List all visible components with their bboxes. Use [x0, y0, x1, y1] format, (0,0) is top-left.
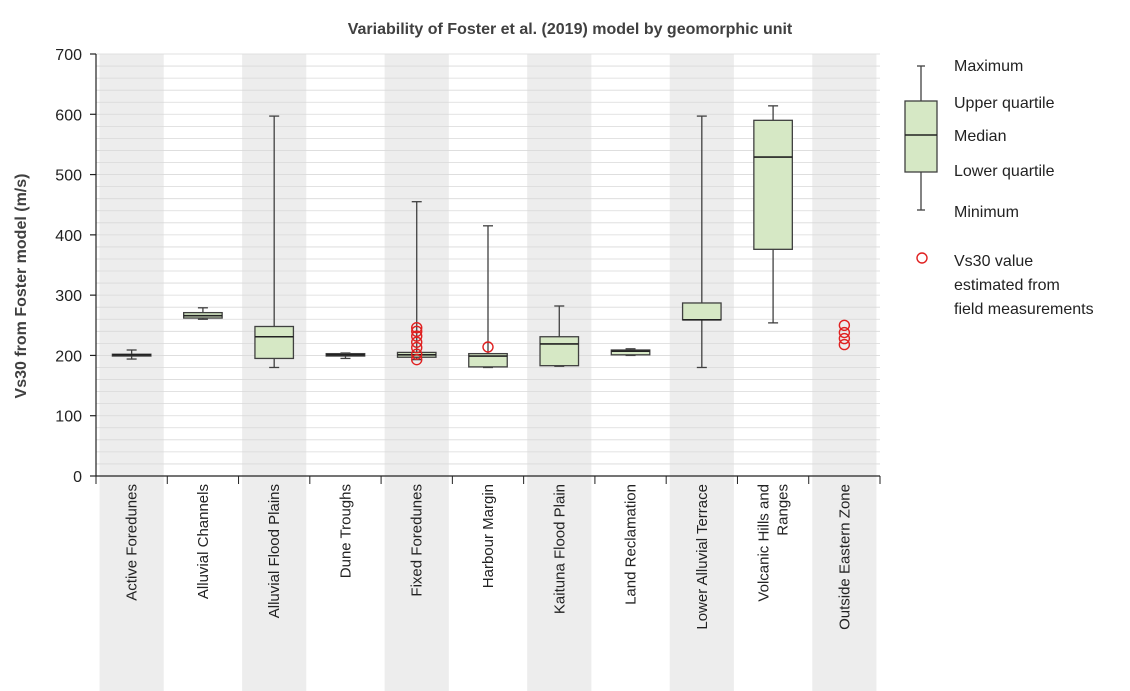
field-point: [838, 319, 851, 331]
category-label-line: Ranges: [775, 484, 792, 536]
category-label: Lower Alluvial Terrace: [694, 484, 711, 630]
category-label: Kaituna Flood Plain: [551, 484, 568, 614]
legend-upper-quartile: Upper quartile: [954, 95, 1055, 112]
category-label: Dune Troughs: [337, 484, 354, 578]
category-label-line: Dune Troughs: [337, 484, 354, 578]
axes: [90, 53, 881, 484]
category-label-line: Outside Eastern Zone: [836, 484, 853, 630]
category-band: [384, 54, 449, 691]
category-label: Active Foredunes: [124, 484, 141, 601]
y-tick-label: 300: [55, 288, 82, 305]
field-point: [838, 326, 851, 339]
field-point: [411, 336, 423, 348]
y-axis-label: Vs30 from Foster model (m/s): [13, 174, 30, 399]
field-point: [482, 341, 494, 353]
category-label: Harbour Margin: [480, 484, 497, 588]
category-label: Alluvial Channels: [195, 484, 212, 599]
field-point: [411, 353, 423, 366]
category-label-line: Land Reclamation: [623, 484, 640, 605]
y-tick-label: 100: [55, 409, 82, 426]
legend-box: [904, 100, 938, 173]
legend-lower-quartile: Lower quartile: [954, 163, 1055, 180]
category-label: Alluvial Flood Plains: [266, 484, 283, 618]
legend-minimum: Minimum: [954, 204, 1019, 221]
y-tick-label: 0: [73, 469, 82, 486]
y-tick-label: 500: [55, 168, 82, 185]
box-iqr: [468, 352, 508, 368]
category-label: Outside Eastern Zone: [836, 484, 853, 630]
field-point: [838, 332, 851, 345]
field-point: [411, 321, 423, 334]
y-tick-label: 400: [55, 228, 82, 245]
legend-point-marker: [916, 252, 928, 264]
category-label: Land Reclamation: [623, 484, 640, 605]
field-point: [411, 341, 423, 354]
legend-maximum: Maximum: [954, 58, 1023, 75]
category-label: Fixed Foredunes: [409, 484, 426, 597]
legend-points-label: field measurements: [954, 301, 1094, 318]
box-iqr: [753, 119, 793, 250]
y-tick-label: 600: [55, 107, 82, 124]
field-point: [411, 325, 423, 338]
category-label-line: Fixed Foredunes: [409, 484, 426, 597]
legend-points-label: estimated from: [954, 277, 1060, 294]
y-tick-label: 200: [55, 348, 82, 365]
box-iqr: [254, 325, 295, 360]
category-label-line: Harbour Margin: [480, 484, 497, 588]
category-label-line: Volcanic Hills and: [756, 484, 773, 602]
y-tick-labels: 0 100 200 300 400 500 600 700: [55, 47, 82, 486]
chart-title: Variability of Foster et al. (2019) mode…: [348, 21, 793, 38]
legend-points-label: Vs30 value: [954, 253, 1033, 270]
category-labels: Active Foredunes Alluvial Channels Alluvia…: [124, 484, 854, 630]
field-measurement-points: [411, 319, 851, 366]
category-bands: [99, 54, 877, 691]
category-band: [812, 54, 877, 691]
legend: Maximum Upper quartile Median Lower quartil…: [904, 58, 1094, 318]
box-iqr: [539, 336, 580, 367]
category-label-line: Lower Alluvial Terrace: [694, 484, 711, 630]
category-label: Volcanic Hills and Ranges: [756, 484, 792, 602]
category-band: [527, 54, 592, 691]
y-tick-label: 700: [55, 47, 82, 64]
box-iqr: [681, 302, 722, 321]
category-band: [99, 54, 164, 691]
category-label-line: Active Foredunes: [124, 484, 141, 601]
field-point: [838, 338, 851, 351]
field-point: [411, 330, 423, 342]
category-label-line: Alluvial Flood Plains: [266, 484, 283, 618]
box-iqr: [610, 349, 651, 356]
category-label-line: Kaituna Flood Plain: [551, 484, 568, 614]
category-label-line: Alluvial Channels: [195, 484, 212, 599]
legend-median-label: Median: [954, 128, 1006, 145]
field-point: [411, 348, 423, 360]
